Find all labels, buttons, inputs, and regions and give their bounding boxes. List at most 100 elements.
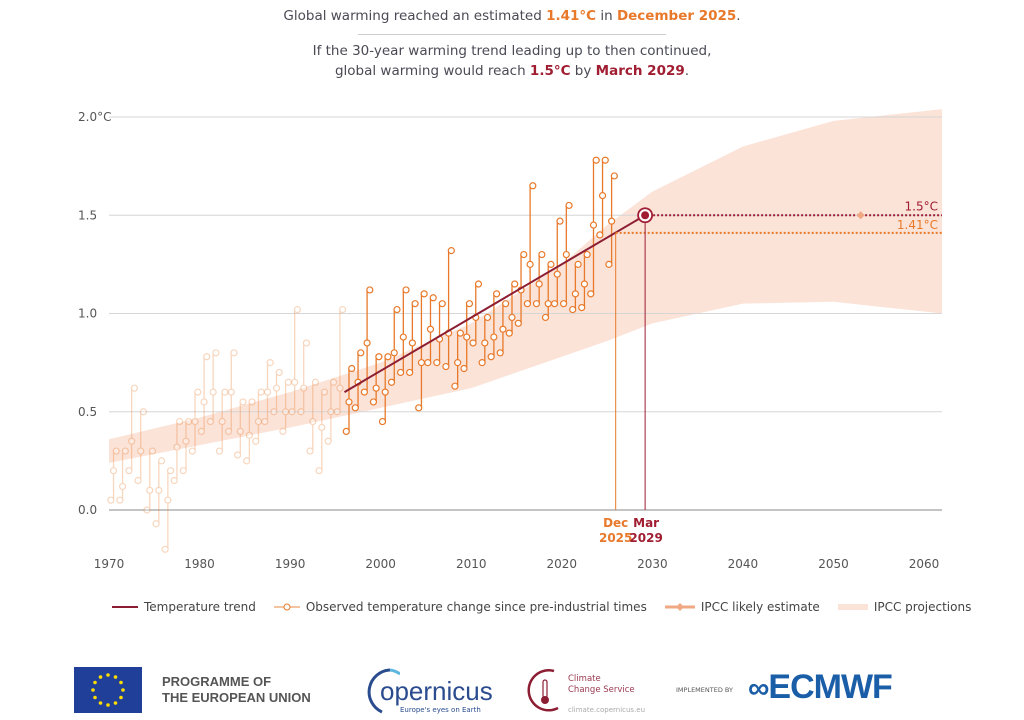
observed-point	[601, 156, 609, 164]
y-tick-label: 0.5	[78, 405, 97, 419]
observed-year	[560, 201, 573, 308]
projection-band	[109, 109, 942, 463]
headline-2: If the 30-year warming trend leading up …	[312, 43, 712, 59]
observed-point	[397, 368, 405, 377]
observed-point	[345, 398, 353, 406]
observed-point	[206, 417, 215, 426]
observed-point	[571, 290, 579, 298]
observed-point	[261, 417, 269, 426]
ipcc-estimate-swatch	[664, 603, 695, 611]
eu-star-icon	[119, 680, 123, 685]
observed-point	[502, 300, 510, 308]
observed-point	[116, 496, 124, 504]
observed-point	[173, 443, 181, 451]
observed-point	[608, 217, 616, 225]
eu-star-icon	[98, 675, 103, 679]
observed-point	[107, 496, 115, 504]
projection-swatch	[837, 604, 868, 610]
observed-year	[478, 313, 492, 367]
observed-point	[293, 305, 301, 314]
c3s-line-2: Change Service	[568, 685, 635, 695]
eu-star-icon	[119, 695, 123, 700]
y-tick-label: 2.0°C	[78, 110, 111, 124]
eu-flag-logo	[74, 667, 142, 713]
eu-stars-icon	[91, 673, 125, 707]
x-tick-label: 1990	[275, 557, 306, 571]
observed-year	[460, 300, 474, 373]
observed-point	[487, 353, 495, 361]
observed-point	[112, 447, 120, 455]
observed-point	[118, 482, 127, 491]
x-tick-label: 2040	[728, 557, 759, 571]
observed-point	[275, 368, 283, 377]
footer-logos: PROGRAMME OF THE EUROPEAN UNION opernicu…	[0, 662, 1024, 718]
observed-point	[182, 437, 190, 445]
observed-point	[381, 388, 389, 396]
observed-year	[116, 447, 129, 504]
crossing-date-label: 2029	[629, 531, 662, 545]
observed-point	[550, 300, 559, 308]
observed-point	[209, 388, 217, 396]
copernicus-tagline: Europe's eyes on Earth	[400, 706, 481, 714]
observed-point	[230, 349, 238, 357]
observed-year	[369, 353, 383, 406]
observed-point	[565, 201, 573, 210]
c3s-url: climate.copernicus.eu	[568, 706, 646, 714]
observed-year	[569, 260, 582, 314]
observed-year	[596, 156, 609, 239]
observed-point	[191, 417, 199, 426]
observed-point	[580, 280, 589, 288]
observed-point	[363, 339, 371, 347]
crossing-marker-dot	[641, 211, 650, 220]
observed-point	[197, 427, 205, 435]
trend-swatch	[112, 606, 138, 608]
legend-label: Observed temperature change since pre-in…	[305, 600, 647, 614]
observed-point	[406, 368, 414, 377]
current-level-label: 1.41°C	[897, 218, 938, 232]
observed-year	[179, 417, 193, 475]
observed-point	[417, 359, 426, 367]
crossing-date: March 2029	[595, 63, 685, 79]
observed-year	[415, 290, 428, 412]
observed-point	[194, 388, 202, 396]
threshold-label: 1.5°C	[905, 199, 938, 213]
threshold-value: 1.5°C	[529, 63, 571, 79]
c3s-logo: Climate Change Service climate.copernicus…	[524, 666, 654, 716]
legend-label: IPCC projections	[873, 600, 972, 614]
observed-point	[469, 339, 477, 347]
observed-year	[397, 286, 410, 377]
eu-star-icon	[93, 695, 97, 700]
observed-year	[306, 378, 320, 455]
headline-text: .	[736, 8, 741, 24]
ecmwf-wordmark: ECMWF	[768, 668, 892, 706]
copernicus-arc-icon	[367, 668, 400, 714]
observed-point	[387, 378, 396, 386]
observed-point	[327, 408, 335, 416]
observed-point	[456, 329, 464, 337]
observed-point	[243, 457, 251, 465]
eu-star-icon	[106, 673, 110, 677]
observed-point	[589, 221, 598, 229]
legend-item-ipcc-estimate: IPCC likely estimate	[664, 600, 820, 614]
observed-point	[426, 325, 435, 333]
observed-point	[224, 427, 233, 435]
eu-star-icon	[93, 680, 97, 685]
observed-point	[535, 280, 543, 288]
observed-point	[288, 408, 296, 416]
observed-point	[583, 250, 591, 259]
observed-point	[492, 290, 501, 298]
observed-point	[333, 408, 341, 416]
observed-point	[547, 260, 555, 268]
observed-point	[212, 349, 220, 357]
observed-point	[393, 305, 401, 314]
observed-point	[520, 250, 528, 259]
observed-swatch	[273, 603, 300, 611]
observed-year	[261, 359, 274, 426]
observed-point	[215, 447, 224, 455]
observed-point	[221, 388, 229, 396]
headline-text: .	[684, 63, 690, 79]
legend-item-trend: Temperature trend	[112, 600, 256, 614]
observed-year	[125, 384, 138, 475]
observed-point	[556, 217, 564, 225]
observed-year	[224, 349, 238, 435]
